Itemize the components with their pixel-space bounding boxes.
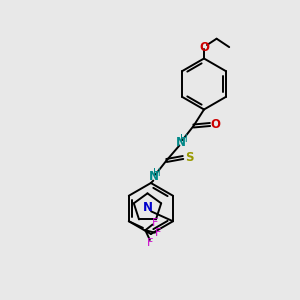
Text: H: H [153,168,161,178]
Text: S: S [185,151,193,164]
Text: N: N [142,201,152,214]
Text: H: H [180,134,188,144]
Text: O: O [199,40,209,54]
Text: F: F [147,238,153,248]
Text: N: N [176,136,186,149]
Text: F: F [152,218,158,228]
Text: N: N [149,170,159,184]
Text: O: O [210,118,220,131]
Text: F: F [155,228,161,238]
